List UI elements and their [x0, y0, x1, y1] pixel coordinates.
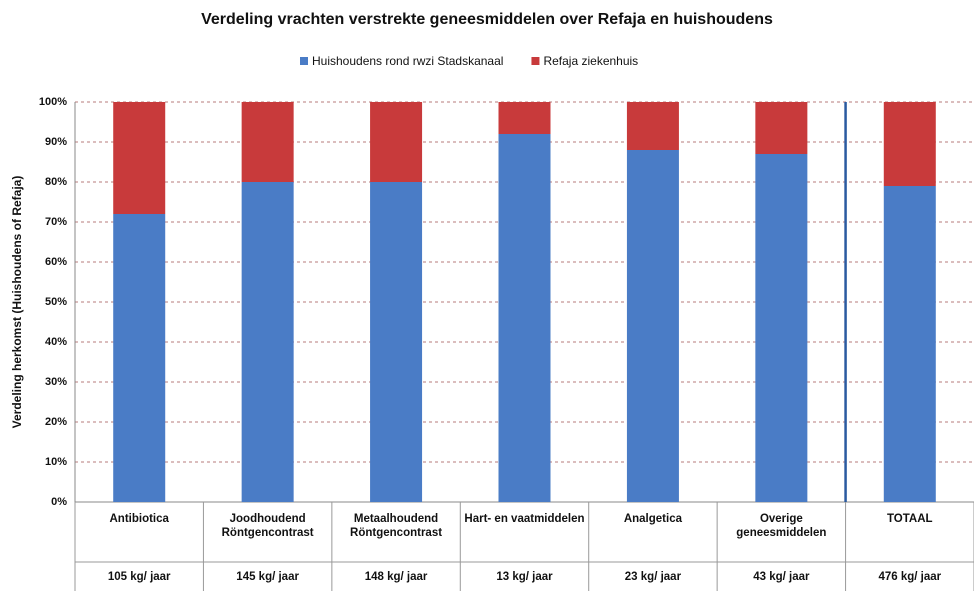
category-label: Hart- en vaatmiddelen [464, 513, 585, 525]
y-tick-label: 90% [45, 136, 67, 148]
y-tick-label: 60% [45, 256, 67, 268]
bar-segment [626, 102, 679, 150]
y-tick-label: 100% [39, 96, 67, 108]
legend-swatch [300, 57, 308, 65]
y-tick-label: 20% [45, 416, 67, 428]
category-label: Metaalhoudend Röntgencontrast [350, 513, 443, 539]
bar-segment [113, 214, 166, 502]
category-label: Analgetica [623, 513, 682, 525]
load-label: 476 kg/ jaar [878, 571, 942, 583]
bar-segment [883, 186, 936, 502]
bar-segment [241, 102, 294, 182]
legend-swatch [531, 57, 540, 65]
legend-label: Huishoudens rond rwzi Stadskanaal [312, 54, 503, 68]
load-label: 23 kg/ jaar [624, 571, 682, 583]
bar-segment [113, 102, 166, 214]
chart-title: Verdeling vrachten verstrekte geneesmidd… [201, 11, 773, 28]
legend-label: Refaja ziekenhuis [543, 54, 638, 68]
y-tick-label: 70% [45, 216, 67, 228]
category-label: Overige geneesmiddelen [736, 513, 827, 539]
category-label: Joodhoudend Röntgencontrast [221, 513, 314, 539]
load-label: 13 kg/ jaar [496, 571, 553, 583]
y-tick-label: 30% [45, 376, 67, 388]
load-label: 105 kg/ jaar [107, 571, 171, 583]
bar-segment [755, 154, 808, 502]
bar-segment [755, 102, 808, 154]
load-label: 43 kg/ jaar [753, 571, 810, 583]
bar-segment [370, 102, 423, 182]
load-label: 148 kg/ jaar [364, 571, 428, 583]
bar-segment [241, 182, 294, 502]
load-label: 145 kg/ jaar [236, 571, 299, 583]
y-tick-label: 80% [45, 176, 67, 188]
y-axis-label: Verdeling herkomst (Huishoudens of Refaj… [10, 176, 24, 429]
bar-segment [498, 134, 551, 502]
category-label: TOTAAL [886, 513, 933, 525]
y-tick-label: 50% [45, 296, 67, 308]
bar-segment [370, 182, 423, 502]
y-tick-label: 40% [45, 336, 67, 348]
y-tick-label: 0% [51, 496, 67, 508]
bar-segment [626, 150, 679, 502]
y-tick-label: 10% [45, 456, 67, 468]
category-label: Antibiotica [109, 513, 169, 525]
bar-segment [883, 102, 936, 186]
bar-segment [498, 102, 551, 134]
